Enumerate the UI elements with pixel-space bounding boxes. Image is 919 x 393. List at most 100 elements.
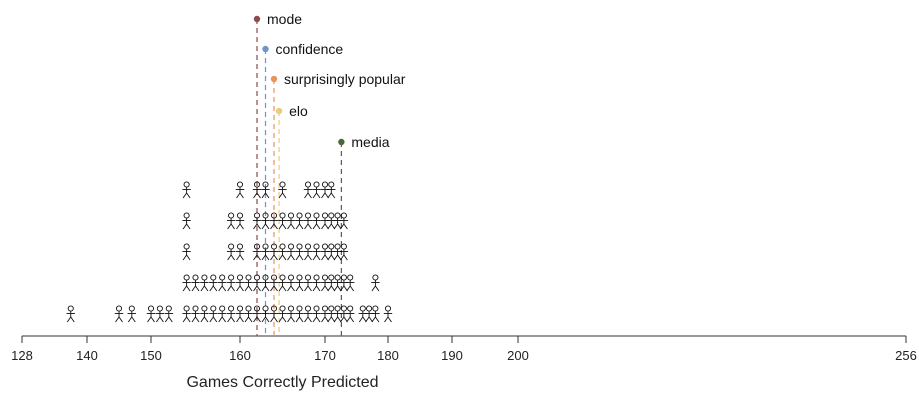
participant-icon	[226, 212, 236, 230]
participant-icon	[200, 274, 209, 292]
participant-icon	[191, 274, 200, 292]
participant-icon	[278, 243, 287, 261]
participant-icon	[358, 305, 367, 323]
method-reference-lines	[256, 19, 342, 336]
participant-icon	[295, 274, 304, 292]
participant-icon	[295, 305, 304, 323]
participant-icon	[235, 243, 245, 261]
participant-icon	[327, 181, 336, 199]
participant-icon	[269, 274, 279, 292]
participant-icon	[339, 212, 349, 230]
participant-icon	[303, 212, 313, 230]
participant-icon	[146, 305, 156, 323]
x-tick-label: 140	[76, 348, 98, 363]
participant-icon	[182, 274, 191, 292]
x-tick-label: 160	[229, 348, 251, 363]
x-tick-label: 180	[377, 348, 399, 363]
participant-icon	[320, 305, 330, 323]
participant-icon	[226, 243, 236, 261]
method-label-media: media	[351, 134, 389, 150]
participant-icon	[346, 305, 355, 323]
participant-icon	[371, 305, 380, 323]
participant-icon	[164, 305, 173, 323]
participant-icon	[269, 212, 279, 230]
x-tick-label: 256	[895, 348, 917, 363]
participant-icon	[252, 274, 262, 292]
participant-icon	[252, 181, 262, 199]
participant-icon	[261, 243, 270, 261]
participant-icon	[278, 181, 287, 199]
participant-icon	[261, 305, 270, 323]
participant-icons	[66, 181, 393, 323]
participant-icon	[226, 305, 236, 323]
x-tick-label: 150	[140, 348, 162, 363]
participant-icon	[333, 243, 342, 261]
method-label-elo: elo	[289, 103, 308, 119]
participant-icon	[182, 305, 191, 323]
participant-icon	[327, 274, 336, 292]
participant-icon	[364, 305, 374, 323]
participant-icon	[339, 243, 349, 261]
participant-icon	[278, 274, 287, 292]
participant-icon	[252, 243, 262, 261]
participant-icon	[278, 212, 287, 230]
participant-icon	[312, 243, 321, 261]
participant-icon	[66, 305, 75, 323]
participant-icon	[155, 305, 165, 323]
x-axis: 128 140 150 160 170 180 190 200 256 Games Correc…	[11, 335, 917, 391]
x-tick-label: 128	[11, 348, 33, 363]
method-dot-media	[338, 138, 345, 146]
x-tick-label: 200	[507, 348, 529, 363]
participant-icon	[312, 181, 321, 199]
participant-icon	[235, 274, 245, 292]
participant-icon	[269, 243, 279, 261]
participant-icon	[286, 212, 296, 230]
participant-icon	[226, 274, 236, 292]
participant-icon	[209, 274, 218, 292]
participant-icon	[327, 305, 336, 323]
participant-icon	[312, 212, 321, 230]
participant-icon	[252, 305, 262, 323]
participant-icon	[252, 212, 262, 230]
x-tick-label: 190	[441, 348, 463, 363]
participant-icon	[182, 181, 191, 199]
x-tick-label: 170	[314, 348, 336, 363]
participant-icon	[333, 274, 342, 292]
method-dot-surprisingly-popular	[270, 75, 278, 83]
participant-icon	[182, 243, 191, 261]
participant-icon	[383, 305, 393, 323]
participant-icon	[191, 305, 200, 323]
participant-icon	[114, 305, 124, 323]
participant-icon	[303, 181, 313, 199]
participant-icon	[261, 274, 270, 292]
participant-icon	[127, 305, 136, 323]
participant-icon	[371, 274, 380, 292]
participant-icon	[333, 305, 342, 323]
participant-icon	[286, 243, 296, 261]
participant-icon	[303, 305, 313, 323]
participant-icon	[218, 274, 227, 292]
participant-icon	[295, 212, 304, 230]
participant-icon	[235, 212, 245, 230]
participant-icon	[303, 274, 313, 292]
participant-icon	[182, 212, 191, 230]
x-axis-ticks: 128 140 150 160 170 180 190 200 256	[11, 336, 917, 363]
method-label-confidence: confidence	[276, 41, 344, 57]
participant-icon	[209, 305, 218, 323]
participant-icon	[200, 305, 209, 323]
participant-icon	[295, 243, 304, 261]
participant-icon	[346, 274, 355, 292]
participant-icon	[261, 181, 270, 199]
participant-icon	[269, 305, 279, 323]
participant-icon	[244, 305, 253, 323]
method-markers: mode confidence surprisingly popular elo med…	[253, 11, 406, 150]
method-label-surprisingly-popular: surprisingly popular	[284, 71, 406, 87]
participant-icon	[286, 274, 296, 292]
participant-icon	[261, 212, 270, 230]
participant-icon	[312, 274, 321, 292]
participant-icon	[235, 181, 245, 199]
participant-icon	[303, 243, 313, 261]
participant-icon	[286, 305, 296, 323]
x-axis-title: Games Correctly Predicted	[186, 374, 378, 391]
